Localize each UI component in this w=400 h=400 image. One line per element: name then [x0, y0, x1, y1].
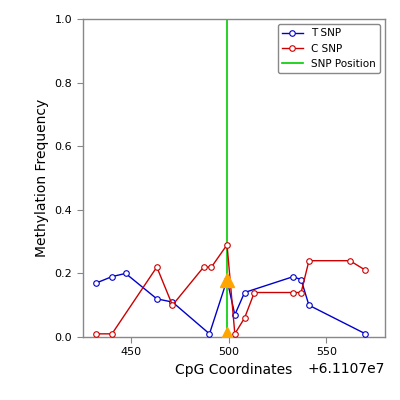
C SNP	[232, 332, 237, 336]
C SNP	[170, 303, 175, 308]
C SNP	[209, 265, 214, 270]
T SNP	[154, 296, 159, 301]
T SNP	[123, 271, 128, 276]
C SNP	[201, 265, 206, 270]
T SNP	[363, 332, 368, 336]
T SNP	[110, 274, 114, 279]
T SNP	[299, 277, 304, 282]
Line: C SNP: C SNP	[94, 242, 368, 337]
T SNP	[232, 312, 237, 317]
C SNP	[348, 258, 352, 263]
T SNP	[291, 274, 296, 279]
T SNP	[306, 303, 311, 308]
T SNP	[94, 280, 99, 285]
C SNP	[306, 258, 311, 263]
T SNP	[207, 332, 212, 336]
X-axis label: CpG Coordinates: CpG Coordinates	[175, 363, 292, 377]
Y-axis label: Methylation Frequency: Methylation Frequency	[35, 99, 49, 257]
C SNP	[242, 316, 247, 320]
T SNP	[170, 300, 175, 304]
C SNP	[225, 242, 230, 247]
C SNP	[252, 290, 257, 295]
C SNP	[363, 268, 368, 273]
Legend: T SNP, C SNP, SNP Position: T SNP, C SNP, SNP Position	[278, 24, 380, 73]
T SNP	[242, 290, 247, 295]
C SNP	[110, 332, 114, 336]
T SNP	[225, 277, 230, 282]
C SNP	[299, 290, 304, 295]
Line: T SNP: T SNP	[94, 271, 368, 337]
C SNP	[154, 265, 159, 270]
C SNP	[94, 332, 99, 336]
C SNP	[291, 290, 296, 295]
